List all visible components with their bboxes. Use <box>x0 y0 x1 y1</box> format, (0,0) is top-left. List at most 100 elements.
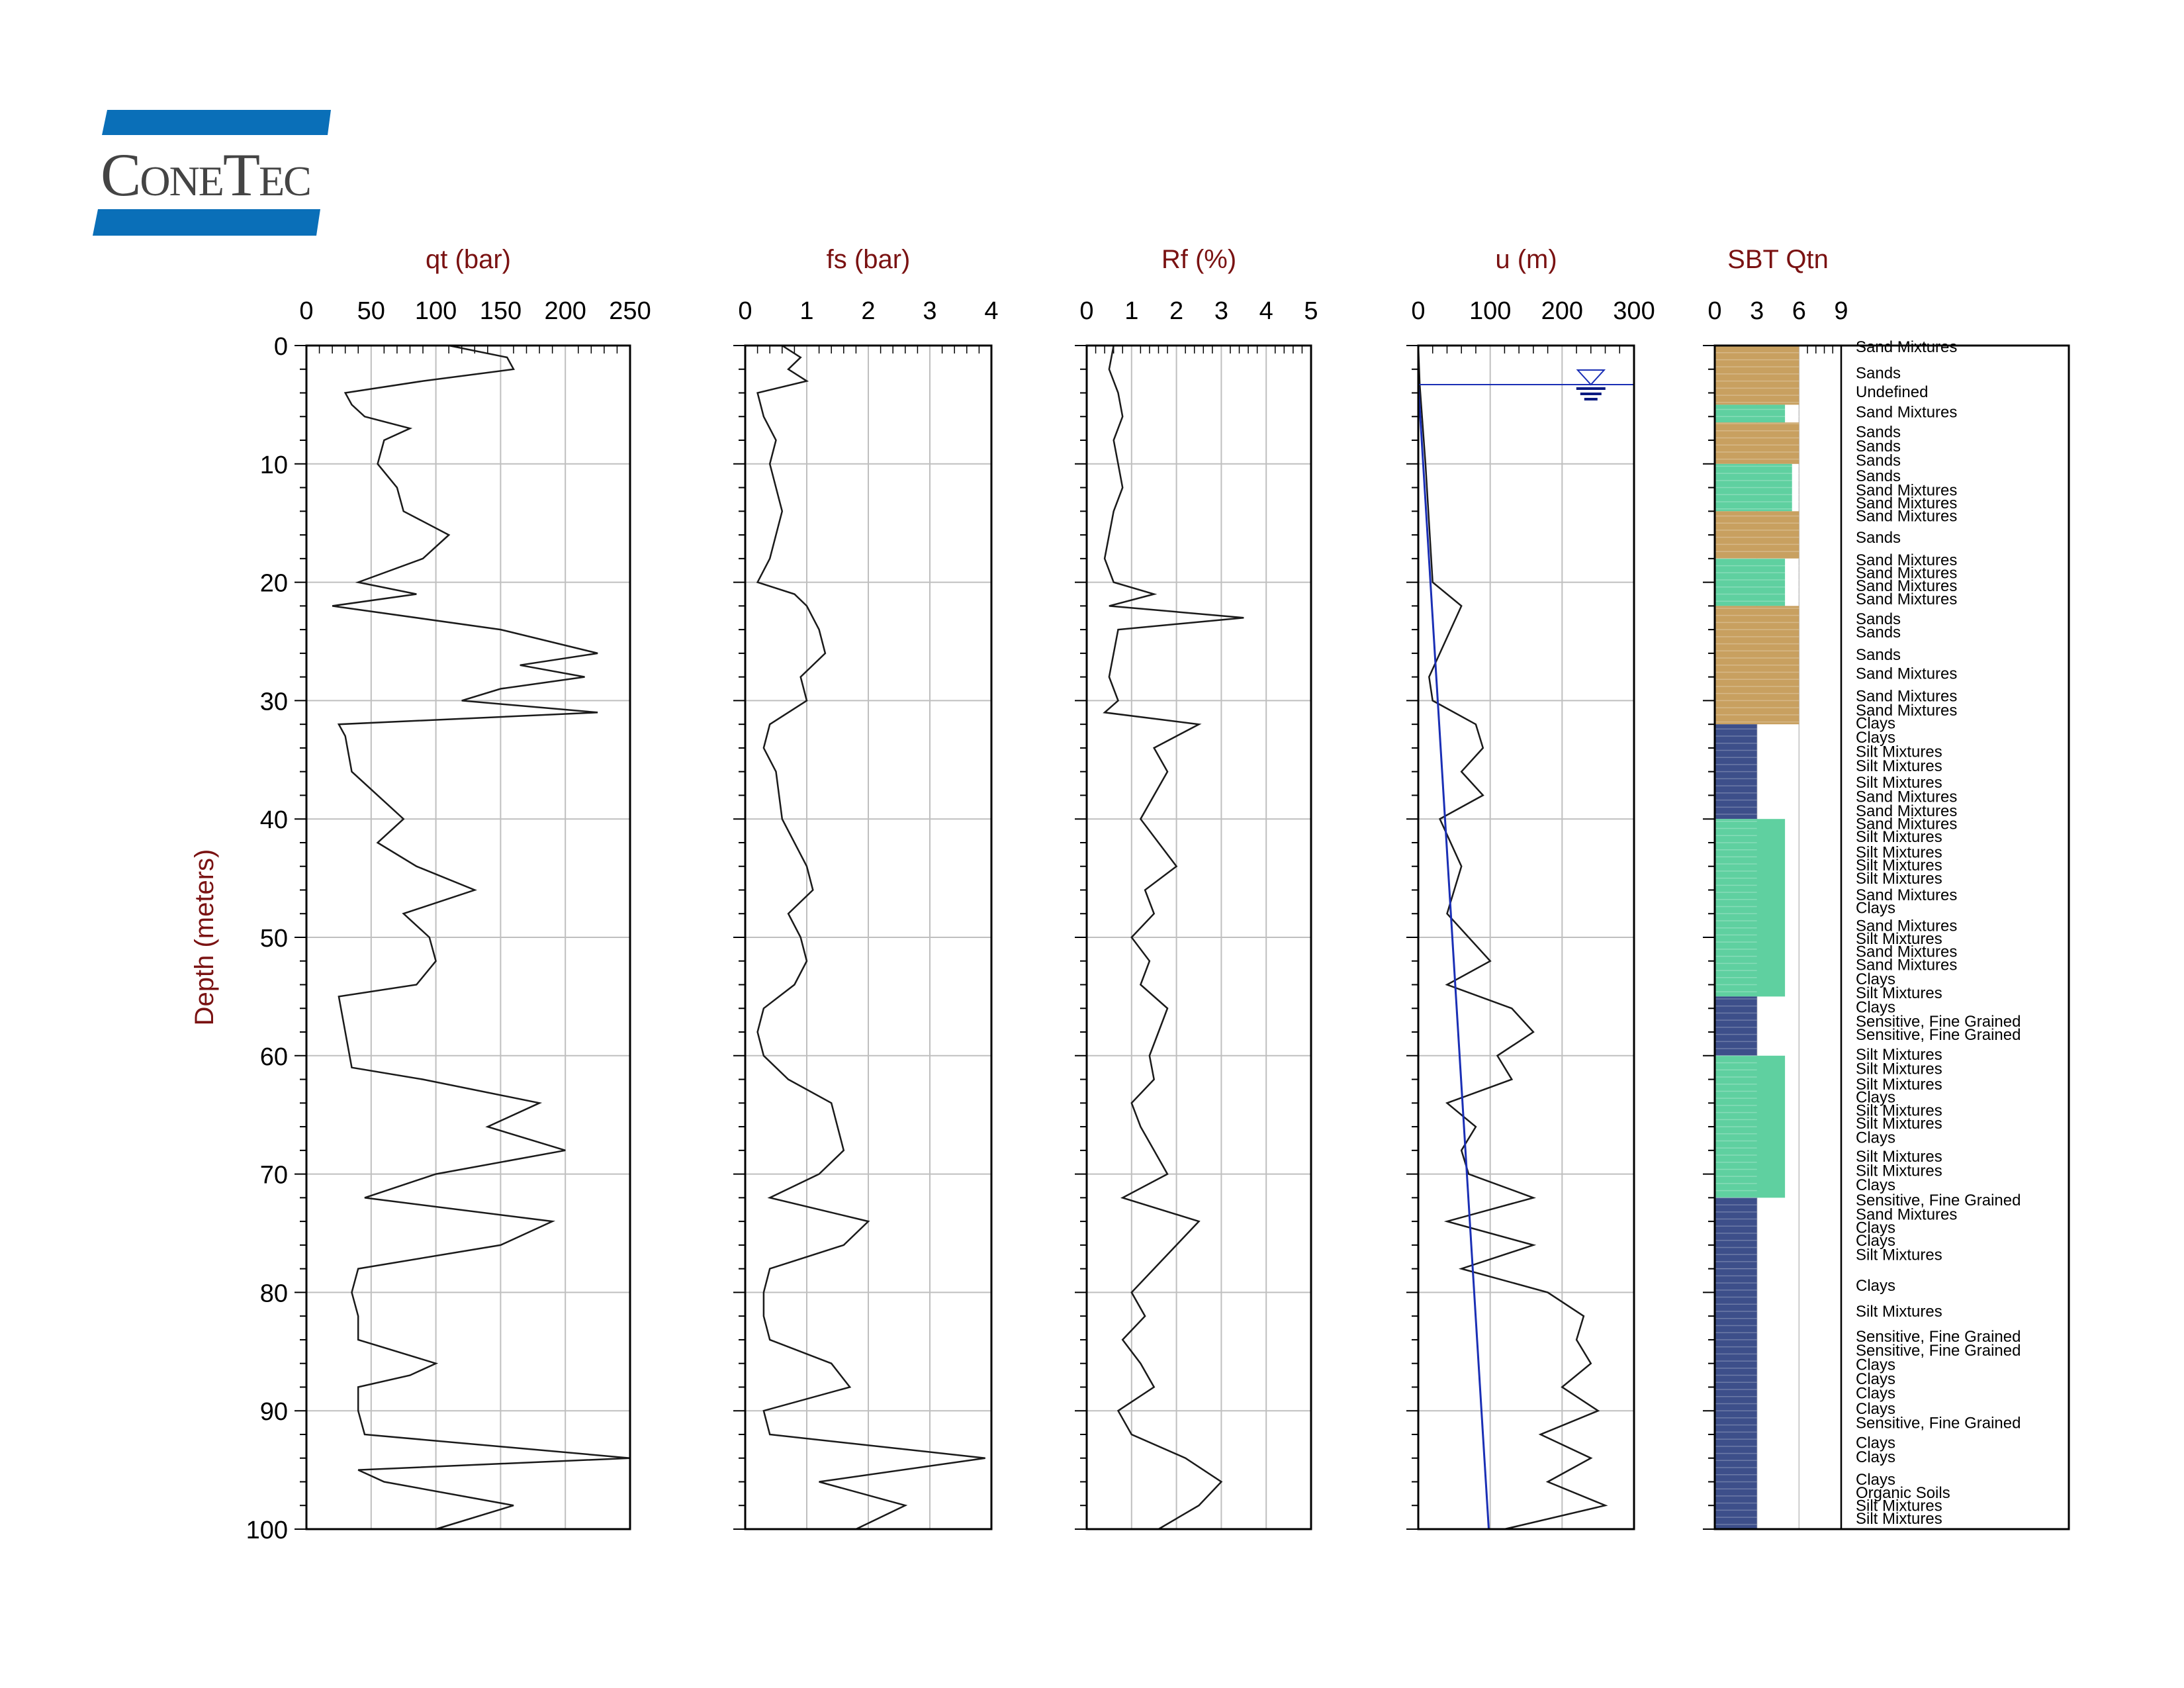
logo-top-bar <box>102 110 331 135</box>
x-tick-label: 1 <box>1124 297 1138 325</box>
depth-tick-label: 0 <box>274 333 288 361</box>
x-tick-label: 3 <box>1214 297 1228 325</box>
x-tick-label: 4 <box>984 297 998 325</box>
sbt-zone-label: Clays <box>1856 1356 1895 1374</box>
depth-tick-label: 100 <box>246 1517 288 1544</box>
x-tick-label: 150 <box>480 297 522 325</box>
x-tick-label: 0 <box>1411 297 1425 325</box>
panel-title: qt (bar) <box>426 245 511 274</box>
depth-tick-label: 50 <box>260 925 288 953</box>
sbt-zone-label: Sand Mixtures <box>1856 702 1957 720</box>
sbt-zone-label: Sand Mixtures <box>1856 816 1957 833</box>
sbt-zone-label: Silt Mixtures <box>1856 1060 1942 1078</box>
data-trace <box>756 344 985 1530</box>
sbt-zone-label: Silt Mixtures <box>1856 870 1942 888</box>
sbt-zone-label: Sand Mixtures <box>1856 577 1957 595</box>
sbt-zone-label: Silt Mixtures <box>1856 1303 1942 1321</box>
sbt-zone-label: Silt Mixtures <box>1856 1510 1942 1528</box>
sbt-zone-label: Silt Mixtures <box>1856 1102 1942 1119</box>
hydrostatic-pressure-line <box>1417 384 1490 1530</box>
sbt-layer-bar <box>1715 463 1792 512</box>
sbt-zone-label: Silt Mixtures <box>1856 1497 1942 1515</box>
sbt-zone-label: Clays <box>1856 1129 1895 1147</box>
panel-frame <box>305 344 631 1530</box>
sbt-layer-bar <box>1715 346 1799 405</box>
sbt-zone-label: Sand Mixtures <box>1856 665 1957 682</box>
depth-tick-label: 10 <box>260 451 288 479</box>
depth-tick-label: 80 <box>260 1280 288 1307</box>
sbt-zone-label: Sand Mixtures <box>1856 494 1957 512</box>
logo-bars <box>93 110 331 236</box>
conetec-logo: ConeTec <box>93 106 338 238</box>
sbt-zone-label: Sensitive, Fine Grained <box>1856 1342 2021 1360</box>
sbt-zone-label: Clays <box>1856 1176 1895 1194</box>
sbt-zone-label: Silt Mixtures <box>1856 743 1942 761</box>
panel-3: Rf (%) 0 1 2 3 4 5 <box>1075 245 1318 1530</box>
sbt-zone-label: Clays <box>1856 729 1895 747</box>
sbt-zone-label: Silt Mixtures <box>1856 1046 1942 1064</box>
panel-1: qt (bar) 0 50 100 150 200 250 <box>295 245 651 1530</box>
sbt-zone-label: Silt Mixtures <box>1856 930 1942 948</box>
sbt-layer-bar <box>1715 422 1799 464</box>
panel-title: fs (bar) <box>827 245 911 274</box>
panel-frame <box>1417 344 1635 1530</box>
x-tick-label: 250 <box>609 297 651 325</box>
panel-title: u (m) <box>1495 245 1557 274</box>
sbt-layer-bar <box>1715 996 1757 1056</box>
sbt-layer-bar <box>1715 1055 1786 1198</box>
sbt-zone-label: Sands <box>1856 529 1901 547</box>
sbt-zone-label: Sand Mixtures <box>1856 943 1957 961</box>
x-tick-label: 5 <box>1304 297 1318 325</box>
logo-bottom-bar <box>93 209 320 236</box>
sbt-zone-label: Silt Mixtures <box>1856 774 1942 792</box>
depth-tick-label: 40 <box>260 806 288 834</box>
sbt-zone-label: Sensitive, Fine Grained <box>1856 1192 2021 1209</box>
sbt-zone-label: Sands <box>1856 624 1901 641</box>
x-tick-label: 2 <box>861 297 875 325</box>
sbt-zone-label: Sands <box>1856 646 1901 664</box>
sbt-zone-label: Silt Mixtures <box>1856 757 1942 775</box>
sbt-zone-label: Clays <box>1856 715 1895 733</box>
sbt-zone-label: Sand Mixtures <box>1856 788 1957 806</box>
sbt-layer-bar <box>1715 404 1786 423</box>
panel-2: fs (bar) 0 1 2 3 4 <box>733 245 999 1530</box>
x-tick-label: 200 <box>1541 297 1583 325</box>
sbt-zone-label: Sensitive, Fine Grained <box>1856 1026 2021 1044</box>
sbt-zone-label: Sand Mixtures <box>1856 687 1957 705</box>
sbt-zone-label: Silt Mixtures <box>1856 857 1942 874</box>
x-tick-label: 100 <box>415 297 457 325</box>
x-tick-label: 0 <box>299 297 313 325</box>
logo-wordmark: ConeTec <box>101 141 312 209</box>
sbt-zone-label: Silt Mixtures <box>1856 1162 1942 1180</box>
depth-tick-label: 90 <box>260 1398 288 1426</box>
sbt-zone-label: Silt Mixtures <box>1856 984 1942 1002</box>
sbt-zone-label: Sensitive, Fine Grained <box>1856 1414 2021 1432</box>
sbt-zone-label: Clays <box>1856 999 1895 1017</box>
sbt-zone-label: Sands <box>1856 467 1901 485</box>
sbt-zone-label: Sand Mixtures <box>1856 1206 1957 1224</box>
sbt-zone-label: Sensitive, Fine Grained <box>1856 1328 2021 1346</box>
sbt-layer-bar <box>1715 1268 1757 1529</box>
sbt-layer-bar <box>1715 558 1786 606</box>
sbt-zone-label: Sand Mixtures <box>1856 956 1957 974</box>
sbt-layer-bar <box>1715 511 1799 559</box>
x-tick-label: 200 <box>544 297 586 325</box>
panel-title: Rf (%) <box>1161 245 1236 274</box>
sbt-zone-label: Sand Mixtures <box>1856 886 1957 904</box>
x-tick-label: 300 <box>1613 297 1655 325</box>
sbt-zone-label: Sands <box>1856 452 1901 470</box>
sbt-zone-label: Clays <box>1856 1448 1895 1466</box>
sbt-zone-label: Silt Mixtures <box>1856 1115 1942 1133</box>
x-tick-label: 3 <box>1750 297 1764 325</box>
sbt-zone-label: Silt Mixtures <box>1856 1148 1942 1166</box>
sbt-zone-label: Sand Mixtures <box>1856 802 1957 820</box>
sbt-zone-label: Silt Mixtures <box>1856 1076 1942 1094</box>
sbt-zone-label: Undefined <box>1856 383 1928 401</box>
sbt-zone-label: Sands <box>1856 424 1901 442</box>
sbt-zone-label: Sand Mixtures <box>1856 508 1957 526</box>
sbt-zone-label: Sands <box>1856 438 1901 455</box>
depth-tick-label: 70 <box>260 1162 288 1190</box>
panel-frame <box>1713 344 2070 1530</box>
data-trace <box>1417 345 1608 1530</box>
